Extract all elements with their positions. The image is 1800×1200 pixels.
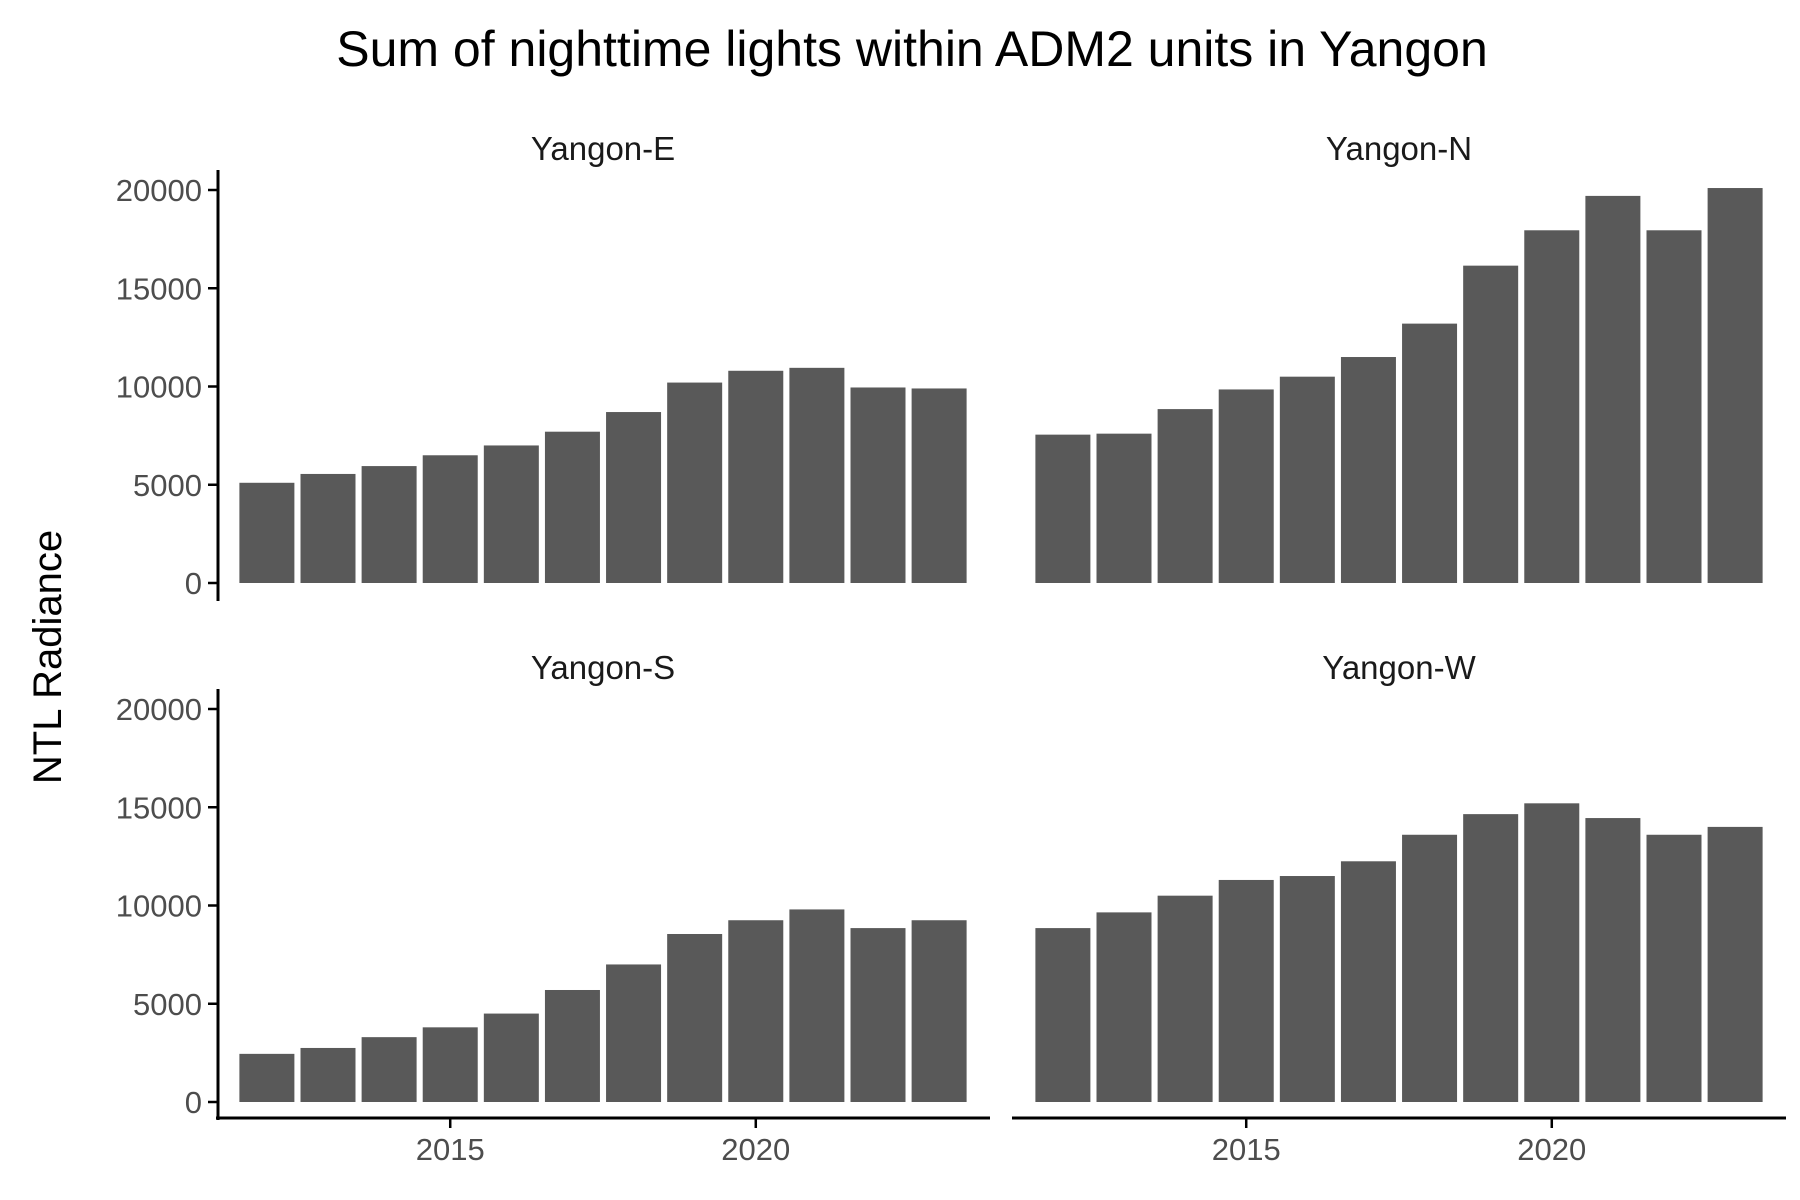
y-tick-label: 15000 <box>116 790 202 825</box>
bar-2019 <box>1463 265 1519 583</box>
bar-2017 <box>1340 357 1396 583</box>
bar-2016 <box>1279 376 1335 583</box>
bar-2014 <box>361 1037 417 1102</box>
y-tick-label: 0 <box>185 566 202 601</box>
bar-2022 <box>1646 834 1702 1102</box>
y-tick-label: 15000 <box>116 271 202 306</box>
facet-panels: Yangon-E 0 5000 10000 15000 20000 Yangon-N Yang… <box>116 130 1786 1167</box>
bar-2020 <box>1524 230 1580 583</box>
bar-2019 <box>667 933 723 1102</box>
bar-2022 <box>1646 230 1702 583</box>
bar-2017 <box>544 989 600 1102</box>
bar-2015 <box>1218 389 1274 583</box>
bar-2012 <box>1035 434 1091 583</box>
bar-2019 <box>1463 814 1519 1102</box>
bar-2017 <box>544 431 600 583</box>
panel-yangon-e: Yangon-E 0 5000 10000 15000 20000 <box>116 130 967 601</box>
y-tick-label: 20000 <box>116 173 202 208</box>
bar-2023 <box>911 388 967 583</box>
bar-2017 <box>1340 861 1396 1102</box>
y-tick-label: 10000 <box>116 889 202 924</box>
panel-yangon-w: Yangon-W 2015 2020 <box>1012 649 1786 1167</box>
bar-2021 <box>1585 195 1641 583</box>
bar-2022 <box>850 928 906 1102</box>
bar-2013 <box>300 473 356 583</box>
x-tick-label: 2015 <box>1212 1132 1281 1167</box>
bar-2019 <box>667 382 723 583</box>
bar-2018 <box>1402 323 1458 583</box>
bar-2014 <box>1157 409 1213 583</box>
bar-2014 <box>361 466 417 583</box>
panel-yangon-n: Yangon-N <box>1035 130 1763 583</box>
y-tick-label: 5000 <box>133 987 202 1022</box>
bar-2015 <box>1218 879 1274 1102</box>
bar-2013 <box>300 1047 356 1102</box>
bar-2023 <box>911 920 967 1102</box>
bar-2022 <box>850 387 906 583</box>
y-tick-label: 0 <box>185 1085 202 1120</box>
bar-2023 <box>1707 826 1763 1102</box>
x-tick-label: 2020 <box>721 1132 790 1167</box>
bar-2012 <box>239 482 295 583</box>
y-tick-label: 5000 <box>133 468 202 503</box>
y-tick-label: 20000 <box>116 692 202 727</box>
bar-2020 <box>728 920 784 1102</box>
bar-2015 <box>422 1027 478 1102</box>
bar-2013 <box>1096 912 1152 1102</box>
bar-2012 <box>1035 928 1091 1102</box>
y-axis-title: NTL Radiance <box>26 530 70 784</box>
bar-2016 <box>483 445 539 583</box>
bar-2018 <box>606 412 662 583</box>
facet-label: Yangon-N <box>1326 130 1472 167</box>
bar-2021 <box>789 909 845 1102</box>
bar-2013 <box>1096 433 1152 583</box>
bar-2021 <box>789 367 845 583</box>
bar-2012 <box>239 1053 295 1102</box>
bar-2018 <box>606 964 662 1102</box>
chart-title: Sum of nighttime lights within ADM2 unit… <box>336 21 1488 77</box>
x-tick-label: 2015 <box>416 1132 485 1167</box>
panel-yangon-s: Yangon-S 0 5000 10000 15000 20000 2015 2020 <box>116 649 990 1167</box>
facet-label: Yangon-W <box>1322 649 1476 686</box>
facet-label: Yangon-E <box>531 130 675 167</box>
bar-2016 <box>483 1013 539 1102</box>
bar-2016 <box>1279 876 1335 1102</box>
bar-2020 <box>1524 803 1580 1102</box>
bar-2023 <box>1707 188 1763 583</box>
y-tick-label: 10000 <box>116 370 202 405</box>
bar-2018 <box>1402 834 1458 1102</box>
bar-2021 <box>1585 818 1641 1102</box>
facet-label: Yangon-S <box>531 649 675 686</box>
bar-2015 <box>422 455 478 583</box>
x-tick-label: 2020 <box>1517 1132 1586 1167</box>
bar-2020 <box>728 370 784 583</box>
bar-2014 <box>1157 895 1213 1102</box>
